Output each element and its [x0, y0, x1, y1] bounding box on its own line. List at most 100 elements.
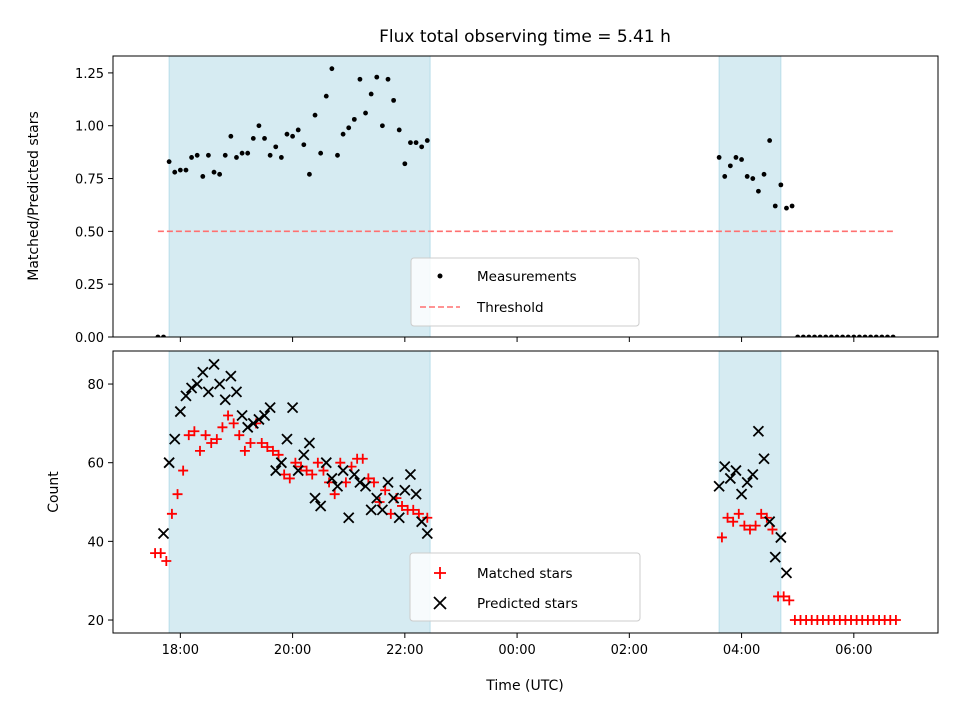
observing-interval-band [718, 350, 782, 634]
predicted-star-point [225, 370, 237, 382]
measurement-point [183, 167, 189, 173]
predicted-star-point [236, 409, 248, 422]
measurement-point [368, 91, 374, 97]
measurement-point [385, 76, 391, 82]
top-observing-intervals [168, 55, 782, 338]
measurement-point [172, 169, 178, 175]
matched-star-point [183, 430, 194, 441]
measurement-point [744, 174, 750, 179]
predicted-star-point [286, 401, 299, 414]
bottom-y-axis: 20 40 60 80 [87, 378, 113, 629]
predicted-star-point [247, 417, 259, 430]
legend-measurements-label: Measurements [477, 269, 577, 285]
measurement-point [155, 334, 161, 337]
measurement-point [295, 127, 301, 133]
measurement-point [177, 167, 183, 173]
matched-star-point [211, 434, 222, 445]
measurement-point [885, 334, 890, 337]
predicted-star-point [719, 460, 731, 473]
predicted-star-point [404, 468, 417, 481]
top-x-ticks [179, 337, 855, 342]
x-tick-label: 20:00 [274, 643, 311, 658]
measurement-point [890, 334, 896, 337]
matched-star-point [756, 508, 767, 519]
predicted-star-point [393, 512, 405, 524]
predicted-star-point [180, 390, 192, 402]
measurement-point [851, 334, 857, 337]
measurement-point [840, 334, 845, 337]
measurement-point [716, 155, 722, 160]
predicted-star-point [303, 437, 316, 449]
predicted-star-point [724, 472, 736, 485]
predicted-star-point [713, 480, 725, 492]
matched-star-point [716, 532, 727, 543]
observing-interval-band [168, 55, 431, 338]
x-tick-label: 22:00 [386, 643, 423, 658]
measurement-point [727, 163, 733, 169]
matched-star-point [239, 445, 250, 456]
matched-star-point [223, 410, 234, 421]
measurement-point [346, 125, 352, 131]
matched-star-point [234, 430, 245, 441]
measurement-point [312, 112, 318, 118]
matched-star-point [155, 548, 166, 559]
predicted-star-point [169, 433, 181, 445]
top-axes-frame [112, 55, 939, 338]
matched-star-point [256, 438, 267, 449]
measurement-point [408, 140, 413, 146]
measurement-point [206, 152, 211, 158]
measurement-point [166, 159, 172, 165]
predicted-star-point [298, 449, 310, 461]
matched-star-point [728, 516, 739, 527]
measurement-point [351, 116, 357, 122]
predicted-star-point [331, 480, 344, 492]
matched-star-point [273, 449, 284, 460]
predicted-star-point [416, 516, 428, 528]
measurement-point [761, 171, 767, 177]
measurement-point [318, 150, 324, 156]
matched-star-point [312, 457, 323, 468]
y-tick-label: 20 [87, 614, 104, 629]
x-tick-label: 06:00 [835, 643, 872, 658]
matched-star-point [318, 465, 329, 476]
matched-star-point [301, 465, 312, 476]
y-tick-label: 60 [87, 457, 104, 472]
matched-star-point [172, 489, 183, 500]
y-tick-label: 0.75 [75, 173, 104, 188]
predicted-star-point [230, 386, 243, 398]
measurement-point [234, 155, 239, 160]
matched-star-point [166, 508, 177, 519]
x-tick-label: 00:00 [498, 643, 535, 658]
bottom-x-axis: 18:00 20:00 22:00 00:00 02:00 04:00 06:00 [162, 633, 873, 658]
matched-star-point [778, 591, 789, 602]
legend-predicted-marker [433, 596, 447, 610]
measurement-point [868, 334, 874, 337]
measurement-point [284, 131, 290, 137]
predicted-star-point [359, 480, 372, 492]
measurement-point [189, 155, 194, 160]
measurement-point [845, 334, 851, 337]
measurement-point [222, 152, 228, 158]
predicted-star-point [769, 551, 781, 563]
measurement-point [800, 334, 806, 337]
predicted-star-point [747, 468, 759, 481]
measurement-point [733, 155, 739, 160]
predicted-star-point [365, 504, 377, 516]
measurement-point [161, 334, 166, 337]
matched-star-point [422, 512, 433, 523]
measurement-point [396, 127, 402, 133]
observing-interval-band [168, 350, 431, 634]
measurement-point [228, 133, 234, 139]
measurement-point [357, 76, 363, 82]
measurement-point [374, 74, 380, 80]
predicted-star-point [752, 425, 765, 437]
predicted-star-point [208, 358, 220, 371]
predicted-star-point [343, 512, 355, 524]
bottom-axes-frame [112, 350, 939, 634]
legend-matched-marker [434, 567, 446, 579]
predicted-star-point [264, 401, 276, 414]
measurement-point [413, 140, 419, 146]
measurement-point [806, 334, 812, 337]
legend-predicted-label: Predicted stars [477, 596, 578, 612]
matched-star-point [397, 500, 408, 511]
